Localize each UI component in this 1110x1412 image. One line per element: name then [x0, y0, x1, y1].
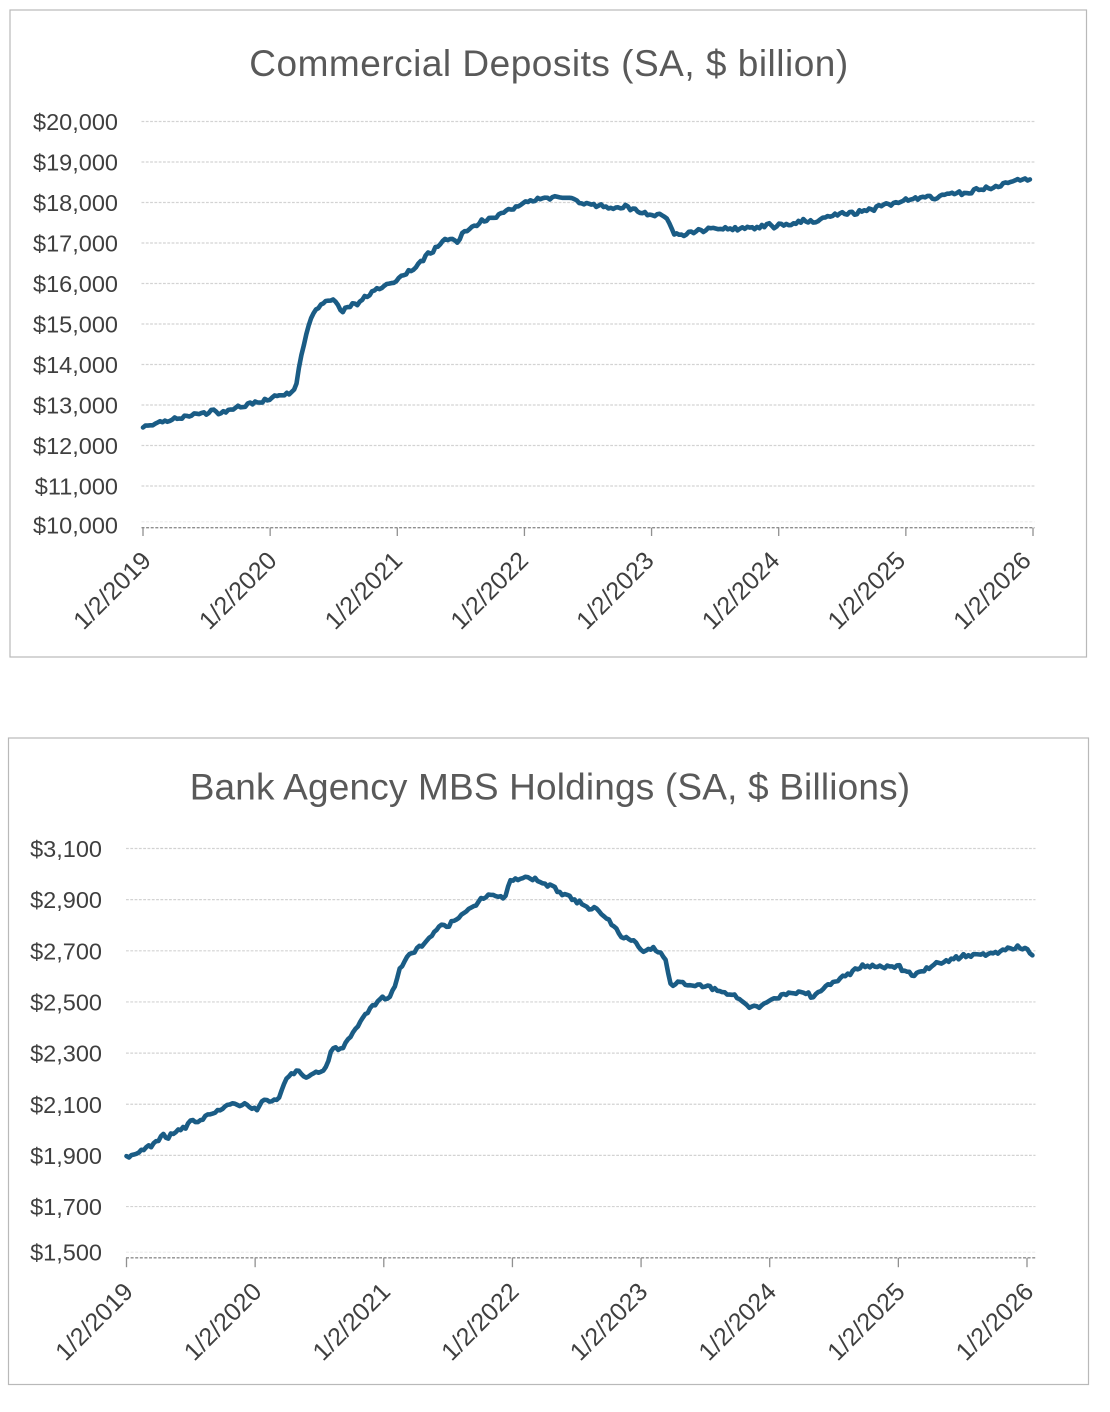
svg-text:$2,900: $2,900	[30, 887, 102, 913]
svg-text:$1,500: $1,500	[30, 1240, 102, 1266]
svg-text:Bank Agency MBS Holdings (SA,: Bank Agency MBS Holdings (SA, $ Billions…	[190, 767, 911, 808]
svg-text:$20,000: $20,000	[33, 109, 118, 135]
svg-text:$3,100: $3,100	[30, 836, 102, 862]
svg-text:$12,000: $12,000	[33, 433, 118, 459]
svg-text:$2,700: $2,700	[30, 938, 102, 964]
svg-text:$2,300: $2,300	[30, 1041, 102, 1067]
svg-text:$10,000: $10,000	[33, 512, 118, 538]
svg-text:$11,000: $11,000	[35, 474, 118, 500]
svg-text:$1,700: $1,700	[30, 1194, 102, 1220]
svg-text:$15,000: $15,000	[33, 312, 118, 338]
svg-text:$1,900: $1,900	[30, 1143, 102, 1169]
svg-text:$2,100: $2,100	[30, 1092, 102, 1118]
svg-text:$13,000: $13,000	[33, 393, 118, 419]
svg-text:$19,000: $19,000	[33, 150, 118, 176]
svg-text:$14,000: $14,000	[33, 352, 118, 378]
svg-text:Commercial Deposits (SA, $ bil: Commercial Deposits (SA, $ billion)	[249, 43, 848, 84]
svg-text:$18,000: $18,000	[33, 190, 118, 216]
svg-text:$16,000: $16,000	[33, 271, 118, 297]
svg-text:$17,000: $17,000	[33, 231, 118, 257]
svg-text:$2,500: $2,500	[30, 989, 102, 1015]
